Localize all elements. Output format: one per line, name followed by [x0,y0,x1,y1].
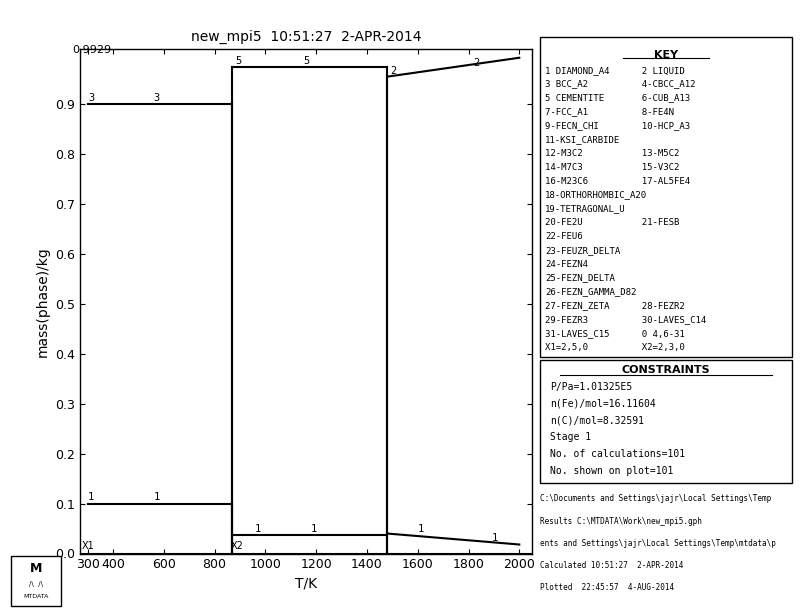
Text: 20-FE2U           21-FESB: 20-FE2U 21-FESB [545,218,679,227]
FancyBboxPatch shape [11,556,61,606]
Text: 23-FEUZR_DELTA: 23-FEUZR_DELTA [545,246,620,255]
X-axis label: T/K: T/K [295,577,317,591]
Text: 25-FEZN_DELTA: 25-FEZN_DELTA [545,274,615,282]
Text: X1: X1 [82,541,94,551]
Text: 24-FEZN4: 24-FEZN4 [545,260,588,269]
Text: 2: 2 [474,58,480,68]
Text: 1: 1 [311,523,318,534]
Text: Calculated 10:51:27  2-APR-2014: Calculated 10:51:27 2-APR-2014 [540,561,683,570]
Text: 3: 3 [88,93,94,103]
Text: 1: 1 [154,492,160,502]
Text: 22-FEU6: 22-FEU6 [545,232,582,241]
Text: No. shown on plot=101: No. shown on plot=101 [550,466,674,476]
Text: MTDATA: MTDATA [23,594,49,599]
Text: 27-FEZN_ZETA      28-FEZR2: 27-FEZN_ZETA 28-FEZR2 [545,301,685,311]
Text: No. of calculations=101: No. of calculations=101 [550,449,686,459]
Text: n(Fe)/mol=16.11604: n(Fe)/mol=16.11604 [550,399,656,409]
Text: 12-M3C2           13-M5C2: 12-M3C2 13-M5C2 [545,149,679,158]
Text: 1: 1 [418,523,424,534]
Text: 3: 3 [154,93,160,103]
Text: C:\Documents and Settings\jajr\Local Settings\Temp: C:\Documents and Settings\jajr\Local Set… [540,494,771,504]
Text: 1: 1 [255,523,262,534]
Text: 11-KSI_CARBIDE: 11-KSI_CARBIDE [545,135,620,144]
Text: KEY: KEY [654,50,678,60]
Text: 16-M23C6          17-AL5FE4: 16-M23C6 17-AL5FE4 [545,177,690,186]
Text: 1 DIAMOND_A4      2 LIQUID: 1 DIAMOND_A4 2 LIQUID [545,66,685,74]
Text: 29-FEZR3          30-LAVES_C14: 29-FEZR3 30-LAVES_C14 [545,315,706,324]
Title: new_mpi5  10:51:27  2-APR-2014: new_mpi5 10:51:27 2-APR-2014 [190,30,422,44]
Text: 0.9929: 0.9929 [72,45,111,55]
Text: X1=2,5,0          X2=2,3,0: X1=2,5,0 X2=2,3,0 [545,343,685,352]
Text: CONSTRAINTS: CONSTRAINTS [622,365,710,375]
Text: 19-TETRAGONAL_U: 19-TETRAGONAL_U [545,204,626,213]
Text: Stage 1: Stage 1 [550,432,591,442]
Text: 9-FECN_CHI        10-HCP_A3: 9-FECN_CHI 10-HCP_A3 [545,121,690,130]
Text: 1: 1 [491,533,498,543]
Text: 7-FCC_A1          8-FE4N: 7-FCC_A1 8-FE4N [545,107,674,116]
Text: 5: 5 [235,56,242,66]
FancyBboxPatch shape [540,360,792,483]
Text: 5 CEMENTITE       6-CUB_A13: 5 CEMENTITE 6-CUB_A13 [545,93,690,103]
Y-axis label: mass(phase)/kg: mass(phase)/kg [35,246,50,357]
Text: 3 BCC_A2          4-CBCC_A12: 3 BCC_A2 4-CBCC_A12 [545,79,695,89]
Text: n(C)/mol=8.32591: n(C)/mol=8.32591 [550,416,644,426]
Text: 14-M7C3           15-V3C2: 14-M7C3 15-V3C2 [545,163,679,172]
Text: Plotted  22:45:57  4-AUG-2014: Plotted 22:45:57 4-AUG-2014 [540,583,674,592]
Text: 5: 5 [303,56,310,66]
Text: P/Pa=1.01325E5: P/Pa=1.01325E5 [550,382,632,392]
Text: 26-FEZN_GAMMA_D82: 26-FEZN_GAMMA_D82 [545,287,637,296]
Text: X2: X2 [230,541,243,551]
FancyBboxPatch shape [540,37,792,357]
Text: Results C:\MTDATA\Work\new_mpi5.gph: Results C:\MTDATA\Work\new_mpi5.gph [540,517,702,526]
Text: ents and Settings\jajr\Local Settings\Temp\mtdata\p: ents and Settings\jajr\Local Settings\Te… [540,539,776,548]
Text: /\  /\: /\ /\ [29,581,43,587]
Text: 2: 2 [390,66,397,76]
Text: M: M [30,563,42,576]
Text: 18-ORTHORHOMBIC_A20: 18-ORTHORHOMBIC_A20 [545,191,647,199]
Text: 31-LAVES_C15      0 4,6-31: 31-LAVES_C15 0 4,6-31 [545,329,685,338]
Text: 1: 1 [88,492,94,502]
